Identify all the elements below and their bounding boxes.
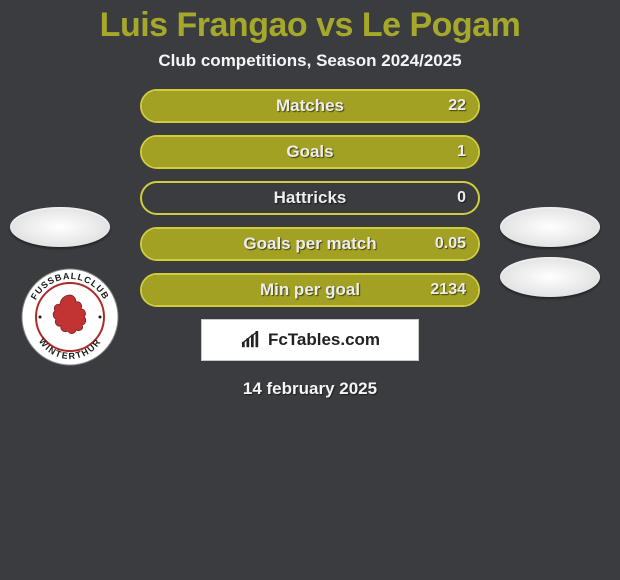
stat-row: Matches 22 xyxy=(140,89,480,123)
stat-label: Goals xyxy=(286,142,333,162)
stat-row: Goals 1 xyxy=(140,135,480,169)
stat-row: Min per goal 2134 xyxy=(140,273,480,307)
player-left-club-badge: FUSSBALLCLUB WINTERTHUR xyxy=(20,267,120,367)
player-right-club-badge xyxy=(500,257,600,297)
comparison-panel: FUSSBALLCLUB WINTERTHUR Matches 22 Goals 1 H… xyxy=(0,89,620,399)
stat-value-right: 1 xyxy=(457,143,466,161)
player-left-avatar xyxy=(10,207,110,247)
stat-label: Min per goal xyxy=(260,280,360,300)
stat-row: Hattricks 0 xyxy=(140,181,480,215)
stat-label: Hattricks xyxy=(274,188,347,208)
comparison-date: 14 february 2025 xyxy=(0,379,620,399)
brand-chart-icon xyxy=(240,331,262,349)
comparison-title: Luis Frangao vs Le Pogam xyxy=(0,0,620,45)
comparison-subtitle: Club competitions, Season 2024/2025 xyxy=(0,51,620,71)
stat-value-right: 0 xyxy=(457,189,466,207)
stat-label: Goals per match xyxy=(243,234,376,254)
stat-value-right: 2134 xyxy=(430,281,466,299)
brand-label: FcTables.com xyxy=(268,330,380,350)
stat-label: Matches xyxy=(276,96,344,116)
stat-bars: Matches 22 Goals 1 Hattricks 0 Goals per match… xyxy=(140,89,480,307)
player-right-avatar xyxy=(500,207,600,247)
stat-row: Goals per match 0.05 xyxy=(140,227,480,261)
stat-value-right: 0.05 xyxy=(435,235,466,253)
winterthur-badge-icon: FUSSBALLCLUB WINTERTHUR xyxy=(20,267,120,367)
stat-value-right: 22 xyxy=(448,97,466,115)
brand-watermark: FcTables.com xyxy=(201,319,419,361)
